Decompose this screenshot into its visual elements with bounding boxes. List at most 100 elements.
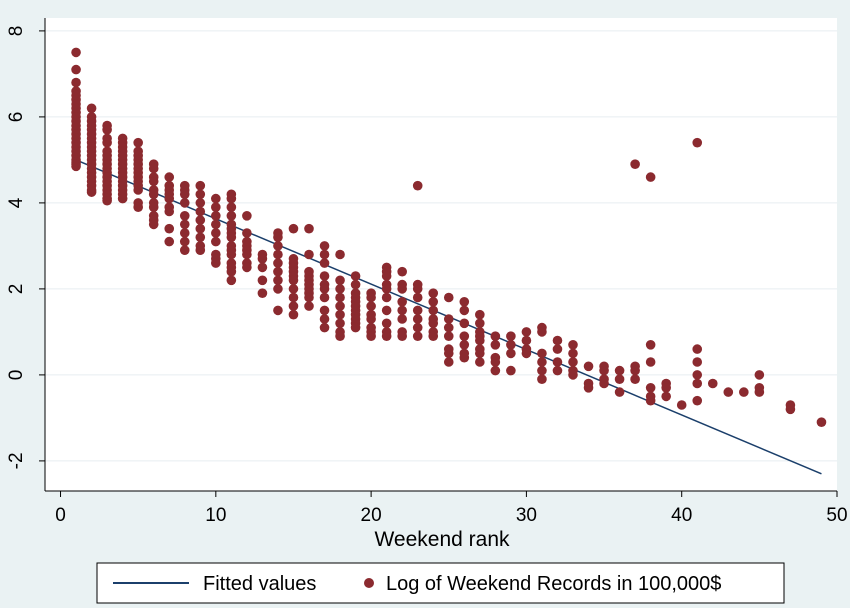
data-point-308 bbox=[552, 365, 563, 376]
data-point-23 bbox=[86, 103, 97, 114]
data-point-170 bbox=[273, 284, 283, 294]
data-point-118 bbox=[195, 189, 206, 200]
data-point-323 bbox=[614, 387, 625, 397]
data-point-244 bbox=[397, 297, 407, 307]
data-point-106 bbox=[164, 223, 175, 234]
data-point-307 bbox=[552, 357, 563, 367]
data-point-117 bbox=[195, 180, 206, 191]
data-point-137 bbox=[226, 202, 237, 212]
data-point-320 bbox=[599, 378, 609, 389]
data-point-270 bbox=[443, 357, 454, 367]
data-point-89 bbox=[148, 163, 159, 174]
data-point-240 bbox=[381, 331, 392, 342]
data-point-107 bbox=[164, 236, 175, 247]
data-point-252 bbox=[412, 292, 423, 303]
data-point-237 bbox=[381, 305, 392, 316]
data-point-257 bbox=[428, 288, 439, 299]
data-point-327 bbox=[630, 374, 640, 385]
data-point-74 bbox=[117, 193, 128, 204]
data-point-159 bbox=[257, 253, 268, 264]
axes bbox=[44, 18, 837, 492]
data-point-294 bbox=[506, 365, 516, 376]
data-point-225 bbox=[366, 301, 376, 311]
data-point-292 bbox=[506, 340, 516, 350]
data-point-113 bbox=[179, 219, 190, 230]
y-tick-label-2: 2 bbox=[6, 284, 27, 295]
data-point-91 bbox=[148, 176, 159, 187]
data-point-337 bbox=[676, 400, 687, 410]
data-point-261 bbox=[428, 318, 439, 329]
data-point-291 bbox=[506, 331, 516, 342]
data-point-287 bbox=[490, 340, 501, 350]
data-point-105 bbox=[164, 206, 175, 217]
data-point-138 bbox=[226, 211, 237, 221]
data-point-296 bbox=[521, 335, 532, 346]
data-point-46 bbox=[102, 137, 112, 148]
x-tick-label-3: 30 bbox=[516, 505, 537, 526]
data-point-347 bbox=[754, 370, 765, 380]
data-point-301 bbox=[537, 348, 547, 359]
data-point-303 bbox=[537, 365, 547, 376]
data-point-279 bbox=[475, 318, 485, 329]
data-point-351 bbox=[785, 404, 796, 415]
data-point-201 bbox=[319, 314, 330, 324]
y-tick-label-5: 8 bbox=[6, 26, 27, 37]
data-point-254 bbox=[412, 314, 423, 324]
data-point-324 bbox=[630, 159, 640, 169]
x-axis-ticks: 0 10 20 30 40 50 bbox=[55, 491, 848, 526]
data-point-249 bbox=[412, 180, 423, 191]
data-point-167 bbox=[273, 258, 283, 268]
data-point-258 bbox=[428, 297, 439, 307]
data-point-116 bbox=[179, 245, 190, 255]
data-point-285 bbox=[475, 357, 485, 367]
data-point-340 bbox=[692, 357, 703, 367]
data-point-267 bbox=[443, 331, 454, 342]
data-point-110 bbox=[179, 189, 190, 200]
y-tick-label-0: -2 bbox=[6, 452, 27, 469]
legend-dot-swatch bbox=[364, 578, 374, 588]
data-point-164 bbox=[273, 232, 283, 243]
data-point-318 bbox=[599, 365, 609, 376]
data-point-206 bbox=[335, 292, 345, 303]
data-point-114 bbox=[179, 228, 190, 238]
data-point-198 bbox=[319, 284, 330, 294]
data-point-120 bbox=[195, 206, 206, 217]
data-point-310 bbox=[568, 348, 578, 359]
data-point-302 bbox=[537, 357, 547, 367]
data-point-212 bbox=[350, 271, 361, 281]
y-tick-label-3: 4 bbox=[6, 197, 27, 208]
data-point-266 bbox=[443, 322, 454, 333]
plot-area bbox=[45, 18, 837, 491]
x-tick-label-5: 50 bbox=[826, 505, 847, 526]
data-point-265 bbox=[443, 314, 454, 324]
data-point-328 bbox=[645, 172, 656, 182]
data-point-352 bbox=[816, 417, 827, 428]
data-point-181 bbox=[288, 301, 299, 311]
data-point-321 bbox=[614, 365, 625, 376]
data-point-1 bbox=[71, 64, 81, 75]
data-point-211 bbox=[335, 331, 345, 342]
data-point-129 bbox=[211, 219, 221, 230]
data-point-343 bbox=[692, 395, 703, 406]
data-point-304 bbox=[537, 374, 547, 385]
data-point-284 bbox=[475, 348, 485, 359]
data-point-338 bbox=[692, 137, 703, 148]
data-point-227 bbox=[366, 314, 376, 324]
data-point-235 bbox=[381, 284, 392, 294]
data-point-236 bbox=[381, 292, 392, 303]
data-point-128 bbox=[211, 211, 221, 221]
data-point-349 bbox=[754, 387, 765, 397]
data-point-134 bbox=[211, 258, 221, 268]
data-point-224 bbox=[366, 292, 376, 303]
data-point-75 bbox=[133, 137, 143, 148]
data-point-233 bbox=[381, 271, 392, 281]
legend: Fitted values Log of Weekend Records in … bbox=[96, 562, 785, 604]
data-point-282 bbox=[475, 335, 485, 346]
data-point-200 bbox=[319, 305, 330, 316]
data-point-230 bbox=[366, 331, 376, 342]
data-point-278 bbox=[475, 309, 485, 320]
data-point-204 bbox=[335, 275, 345, 286]
legend-label-log-weekend-records: Log of Weekend Records in 100,000$ bbox=[386, 573, 721, 595]
data-point-151 bbox=[242, 228, 252, 238]
y-tick-label-4: 6 bbox=[6, 112, 27, 123]
